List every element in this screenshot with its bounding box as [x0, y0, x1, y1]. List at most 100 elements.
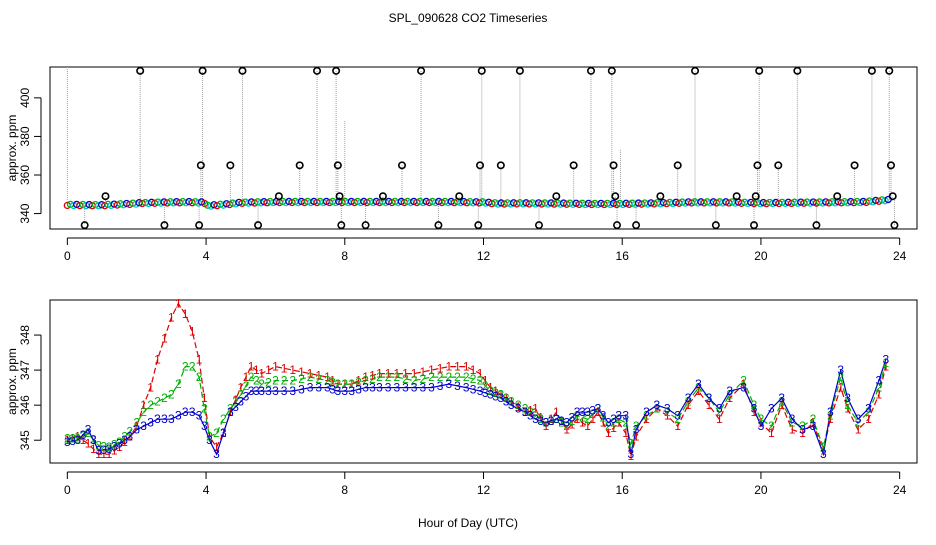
outlier-point: [378, 192, 387, 201]
series-marker-2: 2: [445, 370, 452, 384]
series-marker-1: 1: [610, 421, 617, 435]
series-marker-3: 3: [393, 381, 400, 395]
series-marker-1: 1: [537, 410, 544, 424]
series-marker-1: 1: [654, 402, 661, 416]
series-marker-3: 3: [778, 391, 785, 405]
series-marker-3: 3: [532, 412, 539, 426]
series-marker-2: 2: [64, 431, 71, 445]
series-marker-2: 2: [220, 412, 227, 426]
series-marker-1: 1: [69, 431, 76, 445]
series-marker-3: 3: [553, 412, 560, 426]
outlier-point: [254, 221, 263, 230]
series-marker-3: 3: [584, 405, 591, 419]
outlier-point: [632, 221, 641, 230]
series-marker-1: 1: [685, 398, 692, 412]
series-marker-2: 2: [201, 402, 208, 416]
series-marker-1: 1: [584, 419, 591, 433]
series-marker-2: 2: [487, 384, 494, 398]
series-marker-1: 1: [437, 361, 444, 375]
series-marker-2: 2: [751, 398, 758, 412]
series-marker-3: 3: [402, 381, 409, 395]
series-marker-2: 2: [695, 381, 702, 395]
series-marker-2: 2: [272, 374, 279, 388]
plot-frame: [49, 299, 918, 464]
series-marker-2: 2: [615, 412, 622, 426]
series-marker-3: 3: [419, 381, 426, 395]
series-marker-3: 3: [695, 377, 702, 391]
series-marker-1: 1: [253, 363, 260, 377]
series-marker-2: 2: [154, 395, 161, 409]
series-marker-3: 3: [227, 405, 234, 419]
series-marker-2: 2: [844, 398, 851, 412]
series-marker-3: 3: [213, 447, 220, 461]
outlier-point: [238, 66, 247, 75]
series-marker-1: 1: [85, 437, 92, 451]
series-marker-1: 1: [463, 360, 470, 374]
series-marker-3: 3: [799, 423, 806, 437]
y-tick-label: 347: [18, 360, 32, 380]
series-marker-2: 2: [633, 419, 640, 433]
series-marker-1: 1: [558, 414, 565, 428]
series-marker-3: 3: [74, 433, 81, 447]
series-marker-3: 3: [106, 442, 113, 456]
series-marker-1: 1: [80, 433, 87, 447]
series-marker-1: 1: [740, 377, 747, 391]
series-marker-3: 3: [376, 381, 383, 395]
series-marker-2: 2: [237, 388, 244, 402]
series-marker-2: 2: [584, 412, 591, 426]
series-marker-1: 1: [643, 412, 650, 426]
series-marker-2: 2: [497, 388, 504, 402]
series-marker-3: 3: [844, 391, 851, 405]
series-marker-1: 1: [329, 374, 336, 388]
series-marker-3: 3: [341, 384, 348, 398]
x-tick-label: 12: [477, 483, 491, 497]
series-marker-3: 3: [428, 381, 435, 395]
series-marker-3: 3: [674, 409, 681, 423]
series-marker-2: 2: [385, 370, 392, 384]
series-marker-1: 1: [376, 367, 383, 381]
series-marker-2: 2: [315, 372, 322, 386]
series-marker-1: 1: [579, 416, 586, 430]
series-marker-1: 1: [589, 412, 596, 426]
outlier-point: [101, 192, 110, 201]
series-marker-1: 1: [527, 403, 534, 417]
series-marker-2: 2: [393, 370, 400, 384]
outlier-point: [850, 161, 859, 170]
series-marker-3: 3: [503, 395, 510, 409]
x-tick-label: 20: [754, 249, 768, 263]
series-marker-3: 3: [463, 381, 470, 395]
series-marker-2: 2: [175, 377, 182, 391]
y-tick-label: 380: [18, 126, 32, 146]
series-marker-1: 1: [100, 447, 107, 461]
series-marker-3: 3: [116, 437, 123, 451]
series-marker-3: 3: [298, 382, 305, 396]
series-marker-2: 2: [664, 405, 671, 419]
series-marker-2: 2: [80, 429, 87, 443]
series-marker-1: 1: [298, 365, 305, 379]
series-marker-3: 3: [492, 389, 499, 403]
series-marker-1: 1: [248, 360, 255, 374]
series-marker-1: 1: [726, 391, 733, 405]
outlier-point: [398, 161, 407, 170]
series-marker-2: 2: [595, 402, 602, 416]
series-marker-1: 1: [674, 419, 681, 433]
series-marker-3: 3: [477, 384, 484, 398]
series-marker-1: 1: [220, 426, 227, 440]
series-marker-3: 3: [348, 384, 355, 398]
series-marker-1: 1: [569, 417, 576, 431]
series-marker-2: 2: [232, 395, 239, 409]
series-marker-1: 1: [74, 430, 81, 444]
series-marker-2: 2: [168, 388, 175, 402]
series-marker-3: 3: [232, 400, 239, 414]
series-marker-1: 1: [844, 402, 851, 416]
series-marker-3: 3: [445, 377, 452, 391]
series-marker-3: 3: [95, 444, 102, 458]
x-tick-label: 24: [893, 249, 907, 263]
series-marker-2: 2: [482, 379, 489, 393]
series-marker-3: 3: [716, 402, 723, 416]
series-marker-1: 1: [189, 325, 196, 339]
outlier-point: [332, 66, 341, 75]
series-marker-2: 2: [100, 439, 107, 453]
outlier-point: [434, 221, 443, 230]
